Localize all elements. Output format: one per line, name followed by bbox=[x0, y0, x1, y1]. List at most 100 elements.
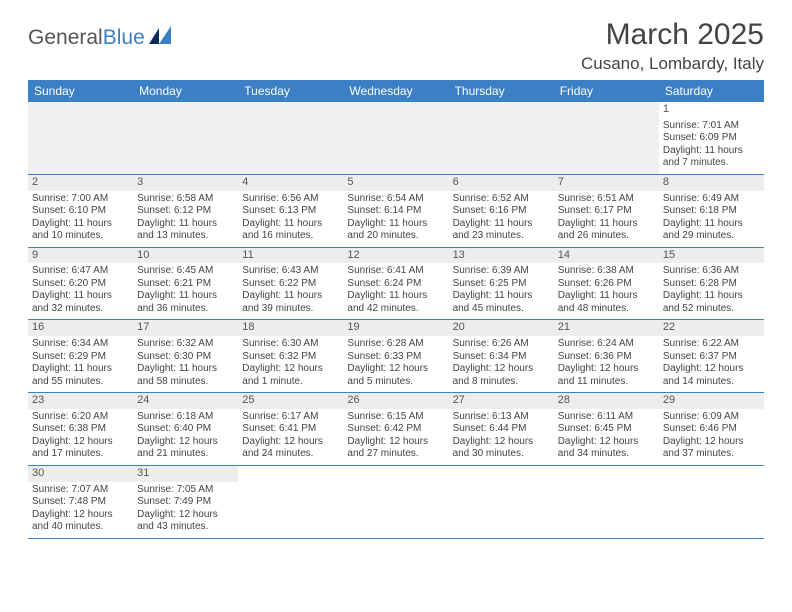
calendar-cell bbox=[659, 465, 764, 538]
daylight-text: Daylight: 11 hours bbox=[663, 218, 760, 231]
day-number: 6 bbox=[449, 175, 554, 191]
calendar-row: 30Sunrise: 7:07 AMSunset: 7:48 PMDayligh… bbox=[28, 465, 764, 538]
day-details: Sunrise: 6:58 AMSunset: 6:12 PMDaylight:… bbox=[137, 193, 234, 243]
daylight-text: and 40 minutes. bbox=[32, 521, 129, 534]
day-details: Sunrise: 6:18 AMSunset: 6:40 PMDaylight:… bbox=[137, 411, 234, 461]
daylight-text: Daylight: 12 hours bbox=[453, 363, 550, 376]
day-details: Sunrise: 6:26 AMSunset: 6:34 PMDaylight:… bbox=[453, 338, 550, 388]
daylight-text: and 58 minutes. bbox=[137, 376, 234, 389]
calendar-cell: 19Sunrise: 6:28 AMSunset: 6:33 PMDayligh… bbox=[343, 320, 448, 393]
daylight-text: and 36 minutes. bbox=[137, 303, 234, 316]
calendar-table: Sunday Monday Tuesday Wednesday Thursday… bbox=[28, 80, 764, 539]
sunset-text: Sunset: 6:25 PM bbox=[453, 278, 550, 291]
calendar-cell bbox=[238, 465, 343, 538]
calendar-cell: 4Sunrise: 6:56 AMSunset: 6:13 PMDaylight… bbox=[238, 174, 343, 247]
sunset-text: Sunset: 6:41 PM bbox=[242, 423, 339, 436]
day-details: Sunrise: 7:07 AMSunset: 7:48 PMDaylight:… bbox=[32, 484, 129, 534]
day-number: 21 bbox=[554, 320, 659, 336]
daylight-text: Daylight: 11 hours bbox=[137, 290, 234, 303]
daylight-text: Daylight: 11 hours bbox=[242, 218, 339, 231]
day-number: 31 bbox=[133, 466, 238, 482]
daylight-text: Daylight: 12 hours bbox=[453, 436, 550, 449]
sunset-text: Sunset: 6:09 PM bbox=[663, 132, 760, 145]
sunrise-text: Sunrise: 6:38 AM bbox=[558, 265, 655, 278]
calendar-cell: 27Sunrise: 6:13 AMSunset: 6:44 PMDayligh… bbox=[449, 393, 554, 466]
day-details: Sunrise: 6:38 AMSunset: 6:26 PMDaylight:… bbox=[558, 265, 655, 315]
day-details: Sunrise: 6:24 AMSunset: 6:36 PMDaylight:… bbox=[558, 338, 655, 388]
day-details: Sunrise: 6:41 AMSunset: 6:24 PMDaylight:… bbox=[347, 265, 444, 315]
calendar-cell: 31 Sunrise: 7:05 AMSunset: 7:49 PMDayligh… bbox=[133, 465, 238, 538]
daylight-text: Daylight: 12 hours bbox=[32, 436, 129, 449]
day-number: 8 bbox=[659, 175, 764, 191]
sunset-text: Sunset: 6:13 PM bbox=[242, 205, 339, 218]
daylight-text: Daylight: 12 hours bbox=[558, 363, 655, 376]
calendar-cell bbox=[28, 102, 133, 174]
day-number: 16 bbox=[28, 320, 133, 336]
col-sunday: Sunday bbox=[28, 80, 133, 102]
day-details: Sunrise: 6:49 AMSunset: 6:18 PMDaylight:… bbox=[663, 193, 760, 243]
daylight-text: Daylight: 12 hours bbox=[137, 436, 234, 449]
calendar-cell: 20Sunrise: 6:26 AMSunset: 6:34 PMDayligh… bbox=[449, 320, 554, 393]
sunrise-text: Sunrise: 6:18 AM bbox=[137, 411, 234, 424]
day-details: Sunrise: 6:45 AMSunset: 6:21 PMDaylight:… bbox=[137, 265, 234, 315]
daylight-text: and 1 minute. bbox=[242, 376, 339, 389]
day-details: Sunrise: 6:32 AMSunset: 6:30 PMDaylight:… bbox=[137, 338, 234, 388]
calendar-cell bbox=[343, 465, 448, 538]
sunrise-text: Sunrise: 7:05 AM bbox=[137, 484, 234, 497]
day-number: 23 bbox=[28, 393, 133, 409]
day-number: 18 bbox=[238, 320, 343, 336]
day-number: 10 bbox=[133, 248, 238, 264]
calendar-cell: 9Sunrise: 6:47 AMSunset: 6:20 PMDaylight… bbox=[28, 247, 133, 320]
daylight-text: and 43 minutes. bbox=[137, 521, 234, 534]
day-number: 27 bbox=[449, 393, 554, 409]
sunrise-text: Sunrise: 6:11 AM bbox=[558, 411, 655, 424]
calendar-cell: 28Sunrise: 6:11 AMSunset: 6:45 PMDayligh… bbox=[554, 393, 659, 466]
sunset-text: Sunset: 6:29 PM bbox=[32, 351, 129, 364]
sunset-text: Sunset: 7:48 PM bbox=[32, 496, 129, 509]
title-block: March 2025 Cusano, Lombardy, Italy bbox=[581, 18, 764, 74]
calendar-cell: 22Sunrise: 6:22 AMSunset: 6:37 PMDayligh… bbox=[659, 320, 764, 393]
daylight-text: and 23 minutes. bbox=[453, 230, 550, 243]
daylight-text: Daylight: 12 hours bbox=[347, 436, 444, 449]
sunrise-text: Sunrise: 6:39 AM bbox=[453, 265, 550, 278]
calendar-cell: 25Sunrise: 6:17 AMSunset: 6:41 PMDayligh… bbox=[238, 393, 343, 466]
daylight-text: Daylight: 11 hours bbox=[663, 145, 760, 158]
sunrise-text: Sunrise: 6:51 AM bbox=[558, 193, 655, 206]
day-details: Sunrise: 6:56 AMSunset: 6:13 PMDaylight:… bbox=[242, 193, 339, 243]
sunset-text: Sunset: 6:32 PM bbox=[242, 351, 339, 364]
sunset-text: Sunset: 7:49 PM bbox=[137, 496, 234, 509]
calendar-row: 9Sunrise: 6:47 AMSunset: 6:20 PMDaylight… bbox=[28, 247, 764, 320]
day-number: 19 bbox=[343, 320, 448, 336]
sunset-text: Sunset: 6:36 PM bbox=[558, 351, 655, 364]
daylight-text: and 17 minutes. bbox=[32, 448, 129, 461]
daylight-text: Daylight: 12 hours bbox=[242, 436, 339, 449]
day-details: Sunrise: 7:01 AMSunset: 6:09 PMDaylight:… bbox=[663, 120, 760, 170]
logo-word1: General bbox=[28, 26, 103, 50]
calendar-cell: 1Sunrise: 7:01 AMSunset: 6:09 PMDaylight… bbox=[659, 102, 764, 174]
daylight-text: and 34 minutes. bbox=[558, 448, 655, 461]
sunset-text: Sunset: 6:33 PM bbox=[347, 351, 444, 364]
sunrise-text: Sunrise: 6:34 AM bbox=[32, 338, 129, 351]
calendar-cell: 7 Sunrise: 6:51 AMSunset: 6:17 PMDaylight… bbox=[554, 174, 659, 247]
daylight-text: Daylight: 12 hours bbox=[32, 509, 129, 522]
daylight-text: and 42 minutes. bbox=[347, 303, 444, 316]
daylight-text: Daylight: 11 hours bbox=[558, 218, 655, 231]
sunset-text: Sunset: 6:34 PM bbox=[453, 351, 550, 364]
sunset-text: Sunset: 6:28 PM bbox=[663, 278, 760, 291]
daylight-text: Daylight: 12 hours bbox=[137, 509, 234, 522]
sunrise-text: Sunrise: 6:30 AM bbox=[242, 338, 339, 351]
day-number: 14 bbox=[554, 248, 659, 264]
month-title: March 2025 bbox=[581, 18, 764, 52]
sunrise-text: Sunrise: 6:52 AM bbox=[453, 193, 550, 206]
sunrise-text: Sunrise: 7:00 AM bbox=[32, 193, 129, 206]
sunrise-text: Sunrise: 6:24 AM bbox=[558, 338, 655, 351]
sunset-text: Sunset: 6:20 PM bbox=[32, 278, 129, 291]
day-details: Sunrise: 7:05 AMSunset: 7:49 PMDaylight:… bbox=[137, 484, 234, 534]
day-details: Sunrise: 6:51 AMSunset: 6:17 PMDaylight:… bbox=[558, 193, 655, 243]
day-number: 7 bbox=[554, 175, 659, 191]
daylight-text: Daylight: 11 hours bbox=[137, 218, 234, 231]
daylight-text: and 55 minutes. bbox=[32, 376, 129, 389]
daylight-text: and 21 minutes. bbox=[137, 448, 234, 461]
sunrise-text: Sunrise: 6:26 AM bbox=[453, 338, 550, 351]
daylight-text: and 45 minutes. bbox=[453, 303, 550, 316]
